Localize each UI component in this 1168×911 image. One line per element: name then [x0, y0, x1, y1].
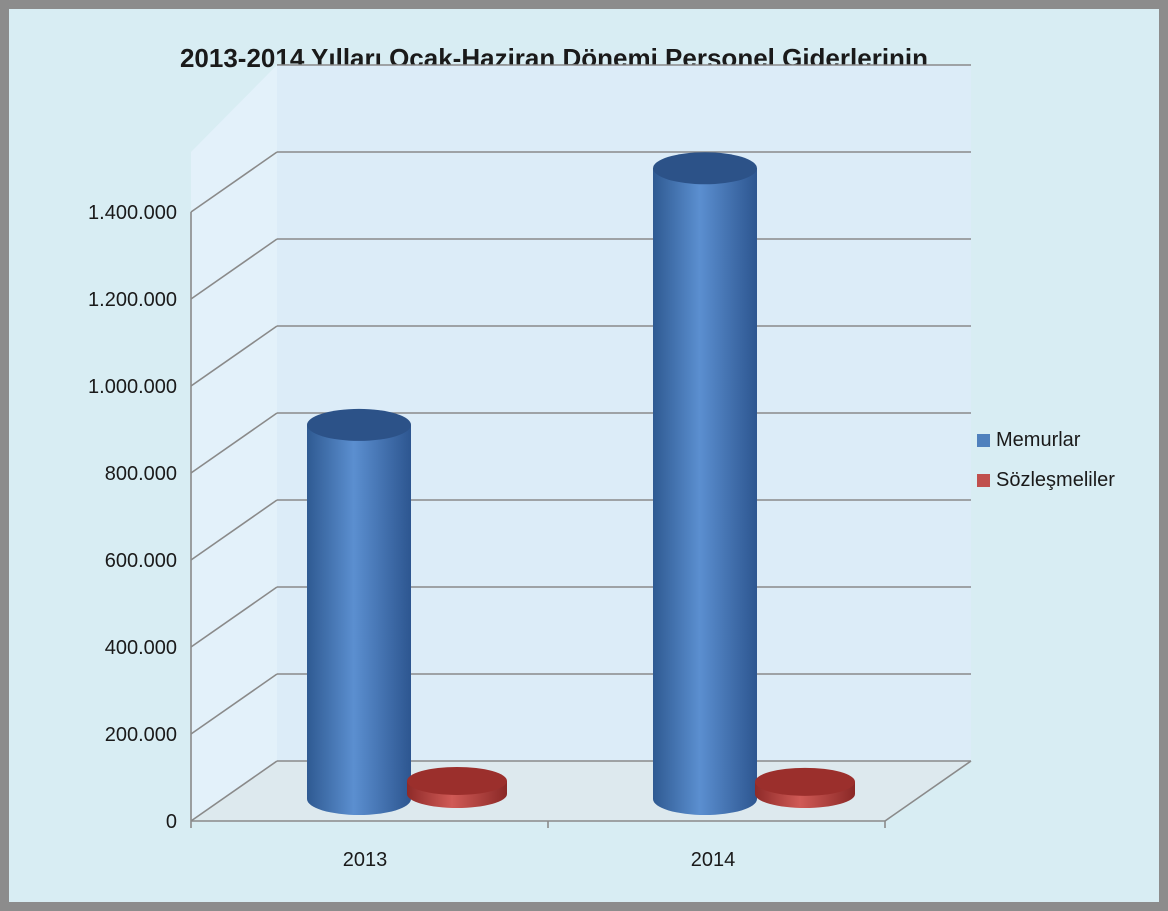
legend-item-memurlar: Memurlar	[977, 425, 1115, 455]
bar-sozlesmeliler-2013	[407, 766, 507, 808]
gridline-diagonal	[190, 586, 278, 648]
bar-memurlar-2013-body	[307, 424, 411, 815]
bar-memurlar-2014-body	[653, 168, 757, 815]
y-tick-label: 0	[166, 811, 177, 833]
x-tick-label: 2013	[343, 849, 388, 871]
x-tick-label: 2014	[691, 849, 736, 871]
y-tick-label: 800.000	[105, 463, 177, 485]
y-tick-label: 1.200.000	[88, 289, 177, 311]
legend-swatch-sozlesmeliler	[977, 473, 990, 487]
bar-sozlesmeliler-2014-top	[755, 767, 855, 796]
y-tick-label: 200.000	[105, 724, 177, 746]
gridline-diagonal	[190, 673, 278, 735]
bar-memurlar-2013-top	[307, 408, 411, 441]
legend-swatch-memurlar	[977, 433, 990, 447]
gridline-diagonal	[190, 760, 278, 822]
legend-label-sozlesmeliler: Sözleşmeliler	[996, 468, 1115, 491]
gridline-diagonal	[190, 238, 278, 300]
chart-frame: 2013-2014 Yılları Ocak-Haziran Dönemi Pe…	[9, 9, 1159, 902]
bar-memurlar-2014	[653, 152, 757, 815]
gridline-diagonal	[190, 412, 278, 474]
bar-sozlesmeliler-2014	[755, 767, 855, 808]
y-tick-label: 1.400.000	[88, 202, 177, 224]
gridline-diagonal	[190, 151, 278, 213]
bar-memurlar-2014-top	[653, 152, 757, 185]
y-tick-label: 400.000	[105, 637, 177, 659]
chart-plot: 0 200.000 400.000 600.000 800.000 1.000.000 1.…	[88, 64, 972, 871]
bar-memurlar-2013	[307, 408, 411, 815]
legend-label-memurlar: Memurlar	[996, 428, 1081, 451]
legend-item-sozlesmeliler: Sözleşmeliler	[977, 465, 1115, 495]
floor-right-edge	[884, 760, 972, 822]
chart-legend: Memurlar Sözleşmeliler	[977, 425, 1115, 505]
y-tick-label: 600.000	[105, 550, 177, 572]
gridline-diagonal	[190, 325, 278, 387]
gridline-diagonal	[190, 499, 278, 561]
bar-sozlesmeliler-2013-top	[407, 766, 507, 795]
y-tick-label: 1.000.000	[88, 376, 177, 398]
